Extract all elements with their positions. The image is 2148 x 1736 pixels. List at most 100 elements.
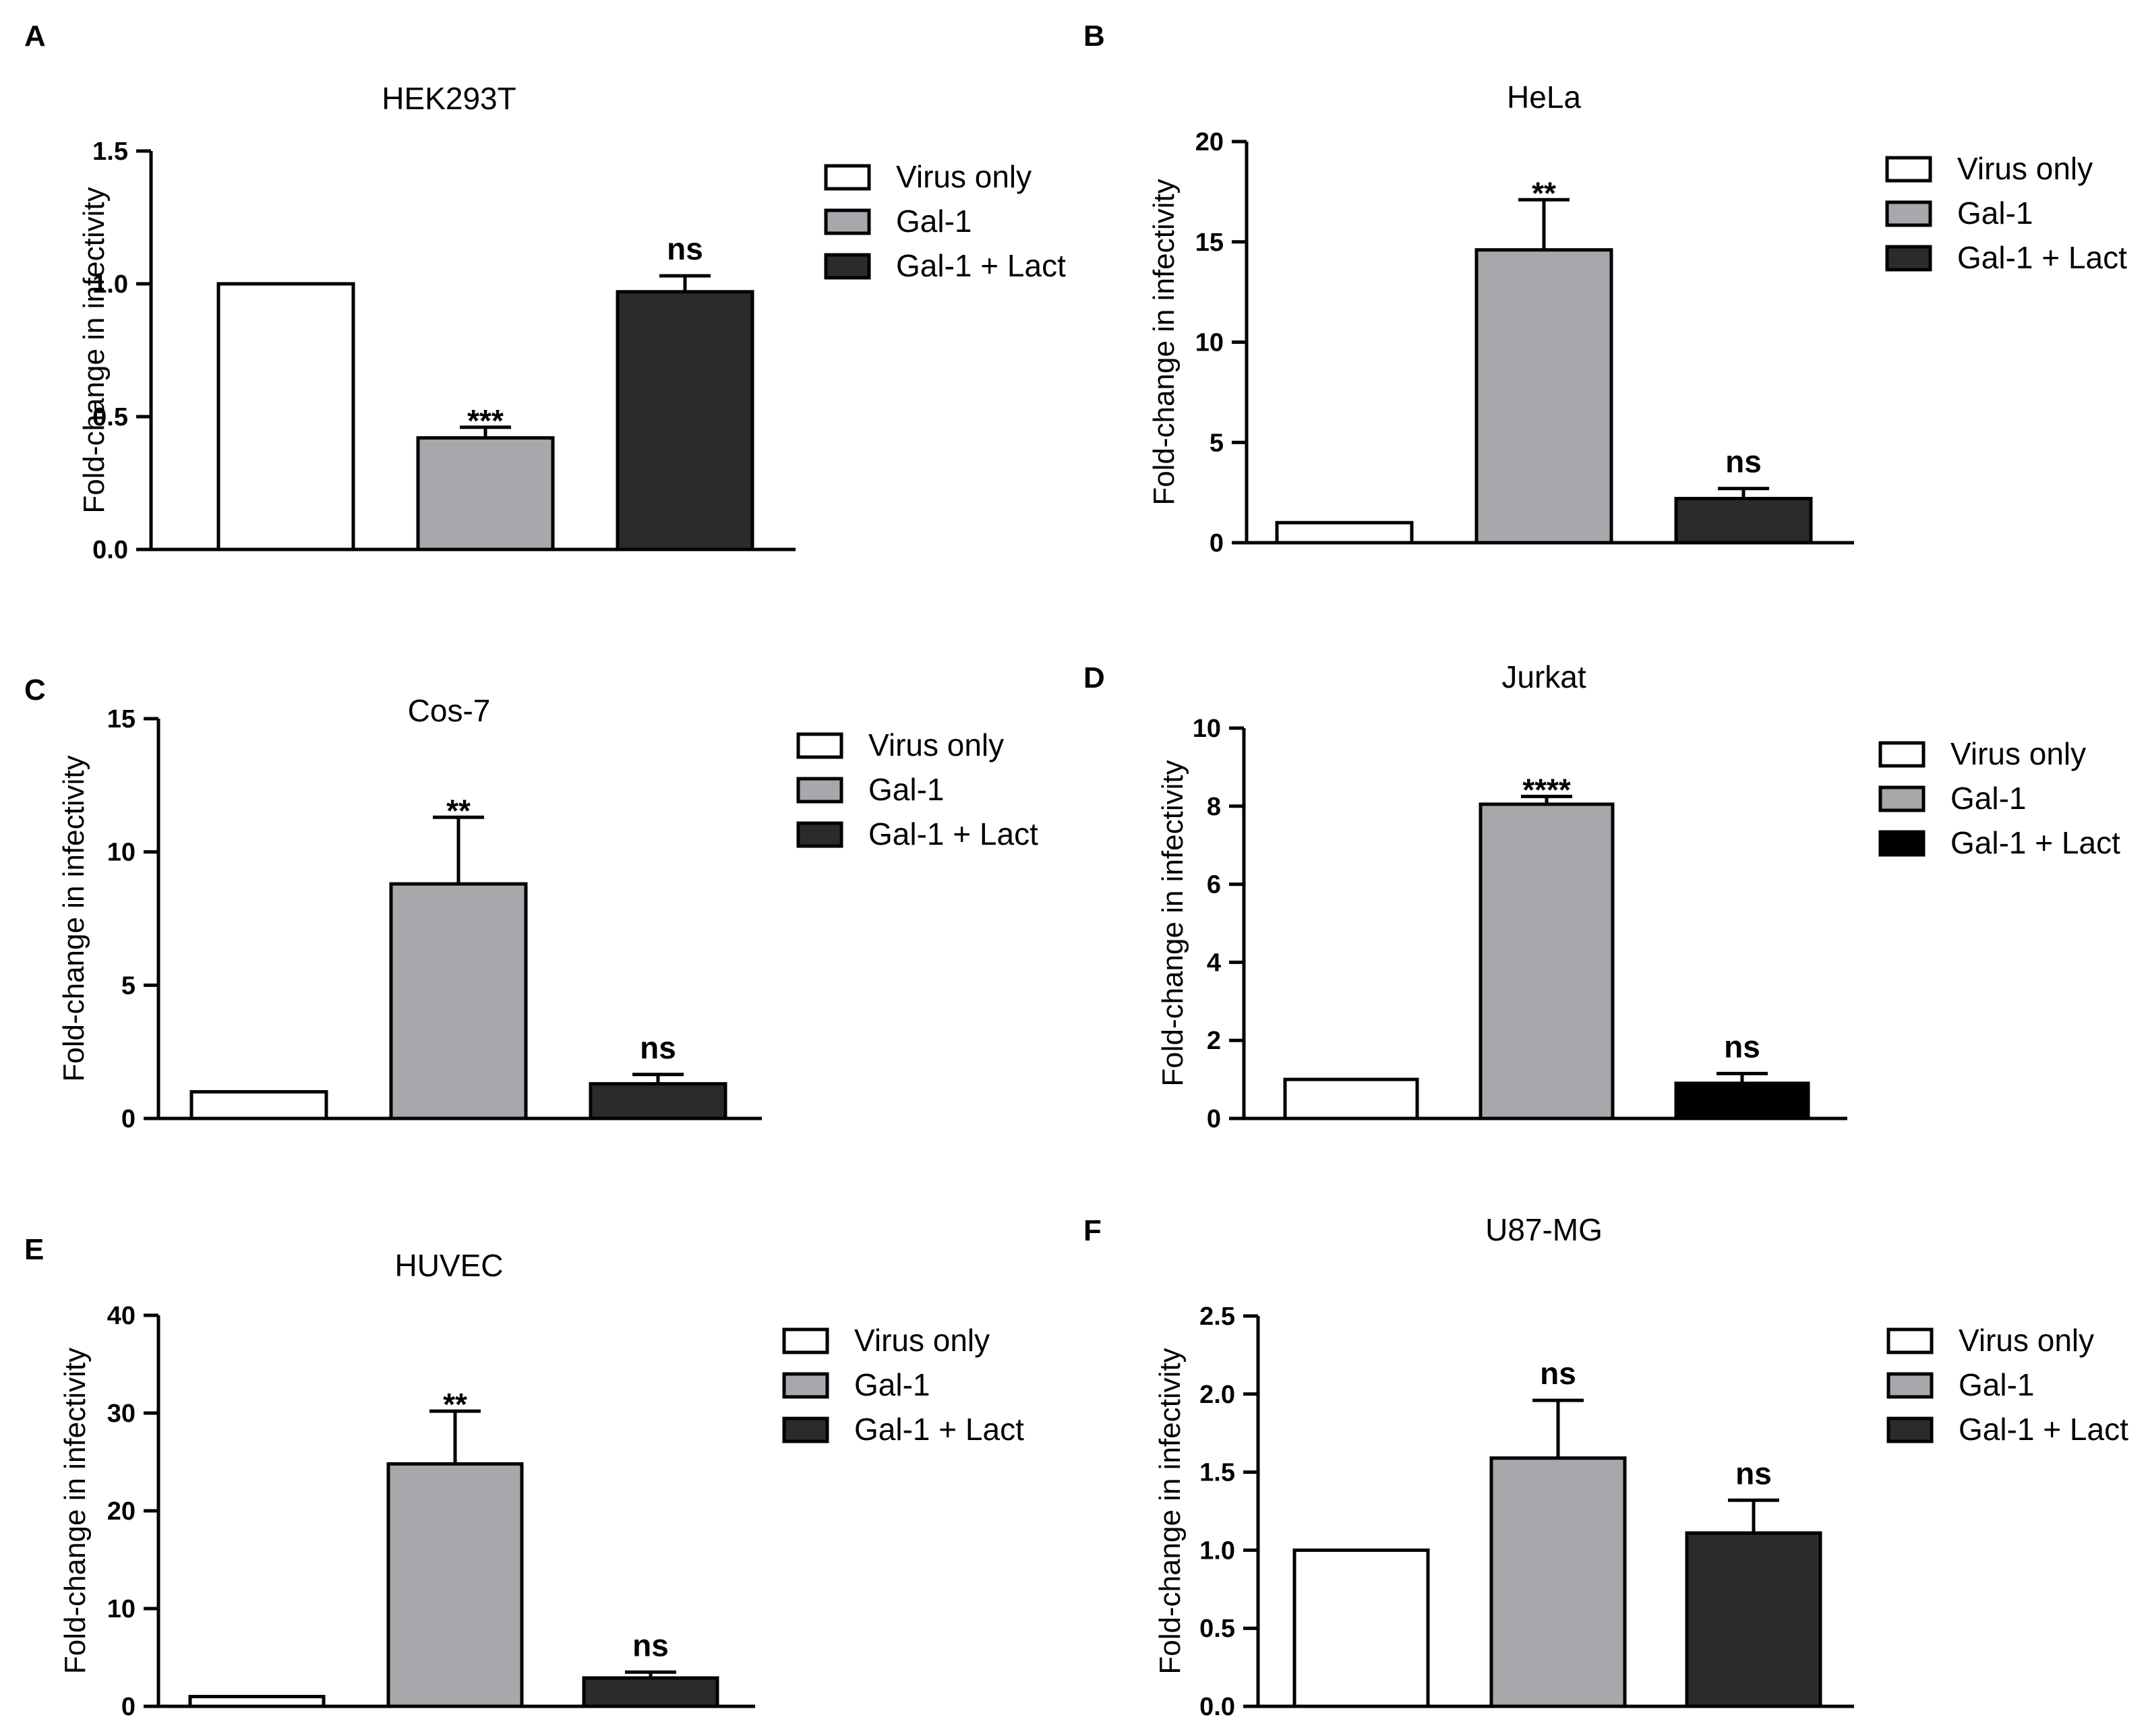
legend-swatch <box>1886 1372 1934 1399</box>
y-tick-label: 0.5 <box>92 403 128 431</box>
y-tick-label: 40 <box>107 1302 136 1330</box>
legend-swatch <box>1878 785 1926 812</box>
chart-panel-f: F U87-MG Fold-change in infectivity 0.0 0.5 1… <box>1083 1212 2128 1721</box>
legend-label: Virus only <box>896 159 1032 194</box>
legend-label: Gal-1 + Lact <box>854 1412 1024 1447</box>
significance-label: ns <box>632 1627 669 1663</box>
bar-gal-1-lact <box>1674 497 1813 545</box>
y-tick-label: 1.0 <box>1199 1536 1235 1565</box>
significance-label: ns <box>1735 1456 1772 1491</box>
bar-gal-1-lact <box>1674 1081 1810 1120</box>
legend-label: Virus only <box>1957 151 2093 186</box>
y-tick-label: 5 <box>121 971 136 1000</box>
y-tick-label: 0.0 <box>92 536 128 564</box>
panel-letter: B <box>1083 20 1105 53</box>
y-tick-label: 0 <box>121 1105 136 1133</box>
bar-virus-only <box>189 1089 328 1120</box>
legend-label: Virus only <box>868 727 1004 762</box>
legend-swatch <box>782 1372 829 1399</box>
y-tick-label: 30 <box>107 1400 136 1428</box>
y-tick-label: 8 <box>1207 793 1221 821</box>
legend-swatch <box>1878 830 1926 857</box>
bar-gal-1 <box>1489 1456 1627 1708</box>
legend-label: Gal-1 <box>896 204 972 239</box>
y-tick-label: 10 <box>107 1595 136 1623</box>
y-tick-label: 1.0 <box>92 270 128 299</box>
legend-label: Gal-1 <box>1957 196 2033 231</box>
legend-swatch <box>1886 1327 1934 1354</box>
legend-swatch <box>1878 741 1926 768</box>
y-tick-label: 20 <box>107 1497 136 1526</box>
legend-label: Gal-1 <box>868 772 944 807</box>
legend-swatch <box>796 777 843 804</box>
chart-panel-e: E HUVEC Fold-change in infectivity 0 10 20 30 4… <box>24 1233 1024 1721</box>
legend-label: Virus only <box>854 1323 990 1358</box>
bar-gal-1 <box>416 436 555 551</box>
y-tick-label: 20 <box>1195 128 1224 156</box>
y-tick-label: 4 <box>1207 949 1221 977</box>
y-tick-label: 15 <box>1195 229 1224 257</box>
chart-title: Cos-7 <box>408 693 491 728</box>
y-tick-label: 10 <box>107 839 136 867</box>
y-tick-label: 6 <box>1207 871 1221 899</box>
legend-swatch <box>782 1416 829 1443</box>
y-tick-label: 1.5 <box>92 138 128 166</box>
legend-label: Gal-1 + Lact <box>896 248 1066 283</box>
legend-swatch <box>1886 1416 1934 1443</box>
y-axis-label: Fold-change in infectivity <box>1154 1348 1187 1674</box>
legend-label: Virus only <box>1950 736 2086 771</box>
significance-label: ns <box>1540 1356 1576 1391</box>
legend-label: Gal-1 + Lact <box>1950 825 2120 860</box>
legend-swatch <box>1885 156 1932 183</box>
significance-label: ns <box>667 231 703 266</box>
legend-swatch <box>1885 245 1932 272</box>
significance-label: ns <box>640 1030 676 1065</box>
bar-virus-only <box>1275 520 1414 545</box>
y-axis-label: Fold-change in infectivity <box>1147 179 1181 505</box>
y-tick-label: 2.0 <box>1199 1381 1235 1409</box>
chart-title: Jurkat <box>1501 659 1586 694</box>
y-axis-label: Fold-change in infectivity <box>59 1348 92 1674</box>
significance-label: ** <box>443 1387 467 1422</box>
legend-label: Gal-1 <box>1959 1367 2034 1402</box>
bar-virus-only <box>216 282 355 551</box>
panel-letter: D <box>1083 661 1105 694</box>
y-tick-label: 0.0 <box>1199 1693 1235 1721</box>
chart-title: HUVEC <box>394 1248 503 1283</box>
chart-panel-b: B HeLa Fold-change in infectivity 0 5 10 15 20 *… <box>1083 20 2127 558</box>
y-axis-label: Fold-change in infectivity <box>78 187 111 513</box>
bar-gal-1-lact <box>582 1676 719 1708</box>
legend-swatch <box>824 208 871 235</box>
bar-gal-1-lact <box>1685 1531 1822 1708</box>
panel-letter: E <box>24 1233 44 1266</box>
y-tick-label: 1.5 <box>1199 1459 1235 1487</box>
legend-label: Gal-1 <box>1950 781 2026 816</box>
y-tick-label: 10 <box>1193 715 1221 743</box>
panel-letter: F <box>1083 1214 1102 1247</box>
y-tick-label: 2.5 <box>1199 1303 1235 1331</box>
y-axis-label: Fold-change in infectivity <box>57 755 90 1081</box>
y-tick-label: 10 <box>1195 329 1224 357</box>
significance-label: ** <box>446 793 471 828</box>
bar-gal-1 <box>1479 802 1615 1120</box>
y-axis-label: Fold-change in infectivity <box>1156 760 1189 1086</box>
legend-swatch <box>824 253 871 280</box>
legend-label: Gal-1 + Lact <box>1959 1412 2128 1447</box>
significance-label: ns <box>1724 1029 1760 1064</box>
bar-virus-only <box>1283 1077 1419 1120</box>
legend-swatch <box>1885 200 1932 227</box>
panel-letter: A <box>24 20 46 53</box>
legend-label: Gal-1 + Lact <box>1957 240 2127 275</box>
significance-label: *** <box>467 403 504 438</box>
bar-gal-1 <box>386 1462 524 1708</box>
legend-label: Gal-1 <box>854 1367 930 1402</box>
chart-title: HEK293T <box>382 81 516 116</box>
bar-gal-1-lact <box>589 1082 727 1120</box>
bar-gal-1-lact <box>616 290 754 551</box>
legend-label: Virus only <box>1959 1323 2094 1358</box>
bar-virus-only <box>188 1695 326 1708</box>
significance-label: ns <box>1725 444 1762 479</box>
bar-gal-1 <box>389 882 528 1120</box>
y-tick-label: 15 <box>107 705 136 734</box>
